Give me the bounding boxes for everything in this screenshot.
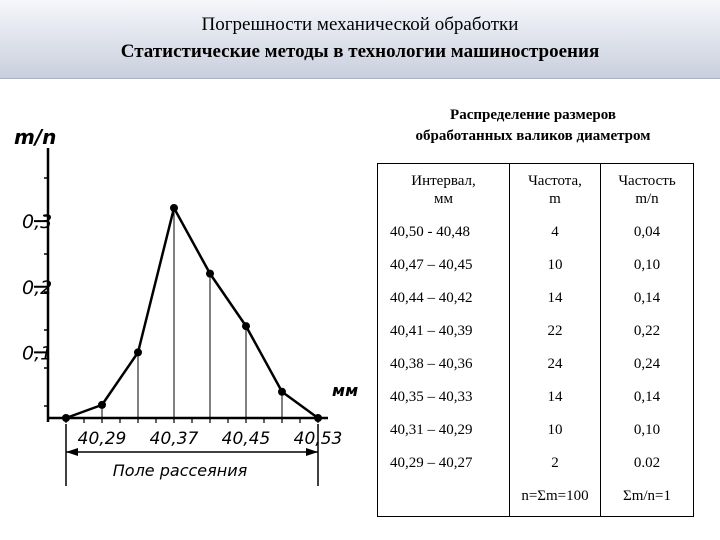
x-tick-label: 40,29 (78, 429, 127, 449)
table-row: 40,47 – 40,45 10 0,10 (377, 249, 694, 282)
column-header-line: Частота, (528, 173, 582, 189)
table-cell: 4 (509, 216, 601, 249)
table-cell: 0,24 (600, 348, 694, 381)
column-header: Интервал, мм (377, 163, 510, 216)
table-header-row: Интервал, мм Частота, m Частость m/n (377, 163, 694, 216)
table-row: 40,44 – 40,42 14 0,14 (377, 282, 694, 315)
column-header-line: m (549, 191, 561, 207)
table-cell (600, 480, 694, 484)
table-cell: 40,35 – 40,33 (377, 381, 510, 414)
slide-title: Погрешности механической обработки (201, 14, 519, 35)
slide-subtitle: Статистические методы в технологии машин… (120, 41, 600, 62)
range-arrow-left (66, 448, 78, 456)
table-total-cell: Σm/n=1 (600, 484, 694, 517)
table-cell: 0,14 (600, 381, 694, 414)
table-total-cell: n=Σm=100 (509, 484, 601, 517)
data-point (242, 322, 250, 331)
table-row: 40,50 - 40,48 4 0,04 (377, 216, 694, 249)
frequency-table: Интервал, мм Частота, m Частость m/n 40,50 - 4… (377, 163, 694, 517)
series-line (65, 206, 319, 420)
column-header-line: Интервал, (411, 173, 476, 189)
table-row: 40,31 – 40,29 10 0,10 (377, 414, 694, 447)
table-spacer-row (377, 480, 694, 484)
table-cell: 40,29 – 40,27 (377, 447, 510, 480)
x-tick-label: 40,45 (222, 429, 271, 449)
y-axis-label: m/n (14, 125, 56, 149)
table-cell: 40,44 – 40,42 (377, 282, 510, 315)
data-point (206, 269, 214, 278)
table-row: 40,35 – 40,33 14 0,14 (377, 381, 694, 414)
table-cell: 22 (509, 315, 601, 348)
table-caption-line2: обработанных валиков диаметром (415, 128, 651, 144)
table-cell: 0.02 (600, 447, 694, 480)
data-point (278, 387, 286, 396)
table-cell: 0,14 (600, 282, 694, 315)
y-tick-label: 0,3 (22, 211, 52, 233)
table-cell: 0,04 (600, 216, 694, 249)
table-cell: 14 (509, 381, 601, 414)
column-header: Частость m/n (600, 163, 694, 216)
table-cell: 10 (509, 414, 601, 447)
table-cell: 40,38 – 40,36 (377, 348, 510, 381)
table-cell: 0,10 (600, 414, 694, 447)
y-tick-label: 0,1 (22, 342, 52, 364)
range-arrow-right (306, 448, 318, 456)
slide-header: Погрешности механической обработки Стати… (0, 0, 720, 79)
table-cell: 2 (509, 447, 601, 480)
table-totals-row: n=Σm=100 Σm/n=1 (377, 484, 694, 517)
data-point (134, 348, 142, 357)
table-cell: 40,41 – 40,39 (377, 315, 510, 348)
column-header-line: мм (434, 191, 453, 207)
x-tick-label: 40,37 (150, 429, 199, 449)
data-point (170, 204, 178, 212)
table-cell: 10 (509, 249, 601, 282)
table-cell: 40,31 – 40,29 (377, 414, 510, 447)
table-row: 40,29 – 40,27 2 0.02 (377, 447, 694, 480)
y-tick-label: 0,2 (22, 277, 52, 299)
table-cell: 0,10 (600, 249, 694, 282)
table-cell: 40,50 - 40,48 (377, 216, 510, 249)
table-row: 40,41 – 40,39 22 0,22 (377, 315, 694, 348)
table-caption: Распределение размеров обработанных вали… (368, 105, 698, 147)
column-header-line: Частость (618, 173, 676, 189)
column-header-line: m/n (635, 191, 659, 207)
table-cell: 40,47 – 40,45 (377, 249, 510, 282)
table-cell: 24 (509, 348, 601, 381)
range-caption: Поле рассеяния (113, 461, 248, 480)
table-cell: 0,22 (600, 315, 694, 348)
data-point (314, 414, 322, 422)
table-total-cell (377, 484, 510, 517)
data-point (62, 414, 70, 422)
table-row: 40,38 – 40,36 24 0,24 (377, 348, 694, 381)
column-header: Частота, m (509, 163, 601, 216)
data-point (98, 400, 106, 409)
table-cell: 14 (509, 282, 601, 315)
x-axis-label: мм (332, 381, 358, 400)
table-caption-line1: Распределение размеров (450, 107, 616, 123)
